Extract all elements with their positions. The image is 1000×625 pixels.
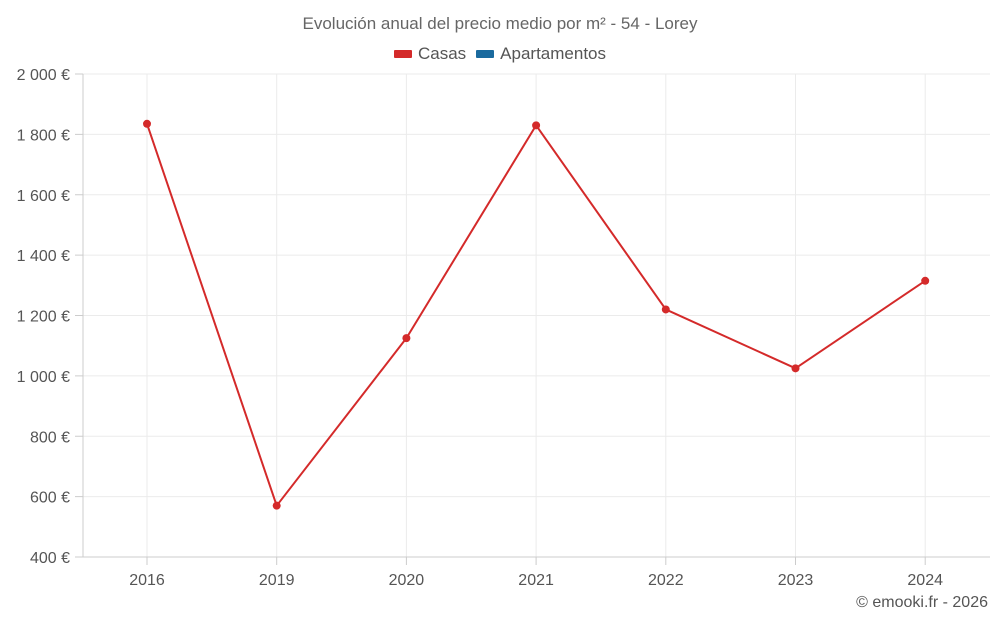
legend-swatch-casas [393, 50, 412, 58]
y-tick-label: 1 200 € [17, 309, 70, 326]
x-tick-label: 2016 [129, 572, 165, 589]
chart-title: Evolución anual del precio medio por m² … [302, 14, 698, 33]
data-point-casas-2016 [143, 119, 151, 128]
data-point-casas-2023 [791, 364, 800, 373]
legend-label-apartamentos: Apartamentos [500, 44, 607, 63]
legend-swatch-apartamentos [476, 50, 495, 58]
x-tick-label: 2024 [907, 572, 943, 589]
y-tick-label: 1 000 € [17, 369, 70, 386]
x-tick-label: 2020 [389, 572, 425, 589]
x-tick-label: 2019 [259, 572, 295, 589]
y-tick-label: 800 € [30, 429, 70, 446]
data-point-casas-2020 [402, 334, 411, 343]
x-tick-label: 2022 [648, 572, 684, 589]
y-tick-label: 400 € [30, 550, 70, 567]
legend-item-casas[interactable]: Casas [393, 44, 467, 64]
y-tick-label: 600 € [30, 490, 70, 507]
data-point-casas-2022 [661, 305, 670, 314]
y-tick-label: 1 600 € [17, 188, 70, 205]
y-tick-label: 1 800 € [17, 127, 70, 144]
chart-legend: Casas Apartamentos [0, 44, 1000, 64]
data-point-casas-2019 [272, 501, 281, 510]
x-tick-label: 2023 [778, 572, 814, 589]
y-tick-label: 1 400 € [17, 248, 70, 265]
legend-label-casas: Casas [417, 44, 467, 63]
x-tick-label: 2021 [518, 572, 554, 589]
legend-item-apartamentos[interactable]: Apartamentos [476, 44, 606, 64]
credit-text: © emooki.fr - 2026 [856, 594, 988, 611]
data-point-casas-2021 [532, 121, 541, 130]
data-point-casas-2024 [921, 276, 930, 285]
y-tick-label: 2 000 € [17, 67, 70, 84]
